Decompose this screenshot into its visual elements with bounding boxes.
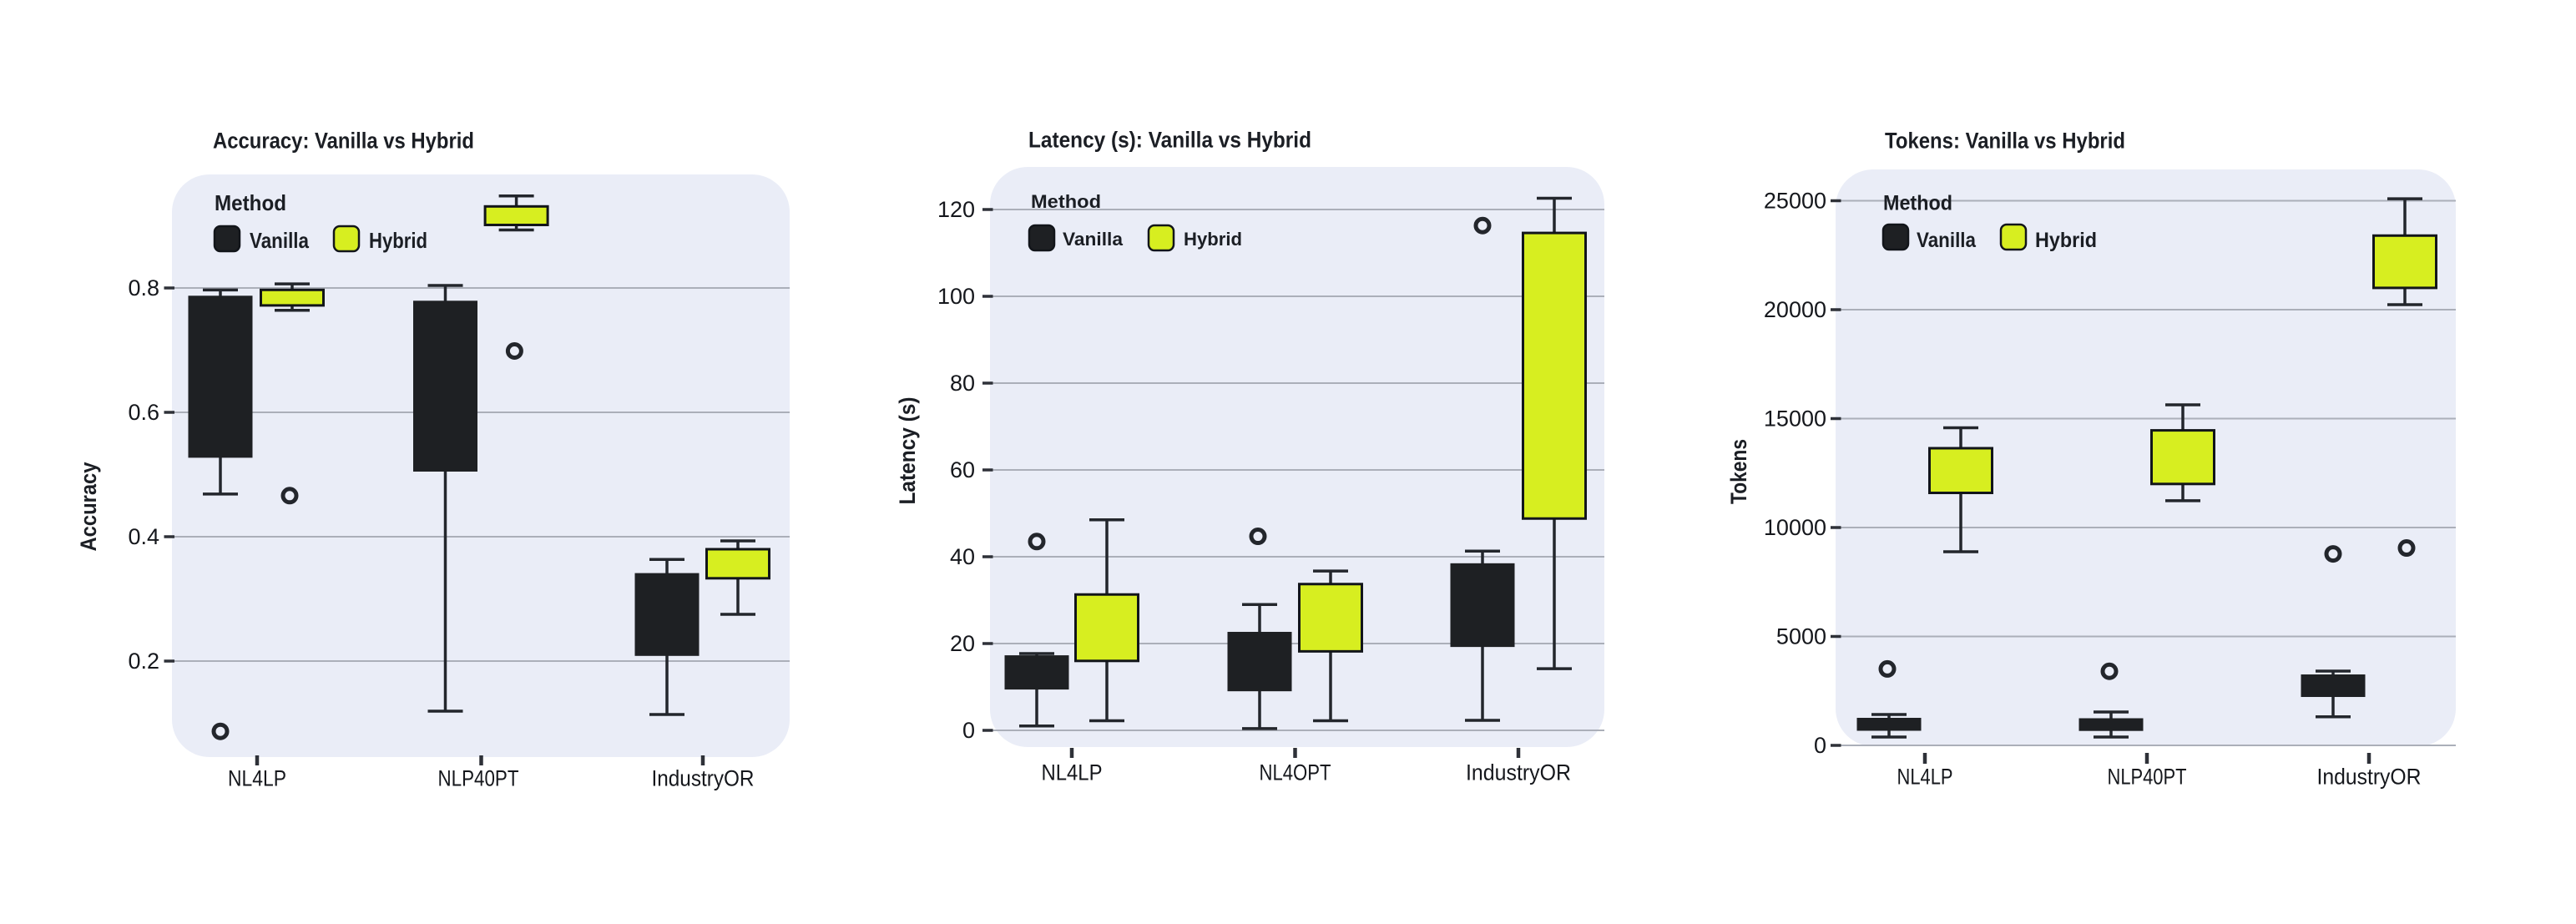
svg-text:Tokens: Tokens	[1726, 439, 1751, 504]
svg-text:Hybrid: Hybrid	[1184, 229, 1242, 250]
svg-text:Vanilla: Vanilla	[1917, 229, 1977, 252]
svg-text:Vanilla: Vanilla	[1063, 229, 1124, 250]
svg-text:0.8: 0.8	[128, 275, 159, 300]
svg-text:NLP40PT: NLP40PT	[2108, 765, 2187, 790]
svg-text:IndustryOR: IndustryOR	[652, 766, 755, 791]
svg-text:IndustryOR: IndustryOR	[1466, 760, 1571, 785]
svg-text:Accuracy: Accuracy	[76, 462, 101, 552]
svg-text:NL4LP: NL4LP	[1897, 765, 1953, 790]
svg-text:Tokens: Vanilla vs Hybrid: Tokens: Vanilla vs Hybrid	[1885, 129, 2125, 154]
svg-text:Hybrid: Hybrid	[369, 228, 427, 253]
svg-text:Method: Method	[1883, 192, 1952, 215]
svg-text:10000: 10000	[1764, 515, 1826, 540]
svg-text:80: 80	[950, 371, 975, 396]
svg-text:100: 100	[937, 284, 975, 309]
svg-text:0: 0	[962, 718, 975, 743]
svg-text:40: 40	[950, 544, 975, 569]
svg-text:NLP40PT: NLP40PT	[438, 766, 519, 791]
svg-text:120: 120	[937, 197, 975, 222]
svg-text:0.4: 0.4	[128, 524, 159, 549]
svg-text:0: 0	[1814, 733, 1826, 758]
svg-text:15000: 15000	[1764, 406, 1826, 432]
svg-text:NL4LP: NL4LP	[1042, 760, 1103, 785]
svg-text:Vanilla: Vanilla	[250, 228, 309, 253]
svg-text:Method: Method	[1031, 191, 1101, 212]
svg-text:0.2: 0.2	[128, 649, 159, 674]
svg-text:NL4LP: NL4LP	[228, 766, 286, 791]
svg-text:20000: 20000	[1764, 297, 1826, 322]
svg-text:Hybrid: Hybrid	[2035, 229, 2097, 252]
svg-text:Latency (s): Vanilla vs Hybrid: Latency (s): Vanilla vs Hybrid	[1028, 128, 1311, 153]
svg-text:Method: Method	[215, 190, 286, 215]
svg-text:60: 60	[950, 457, 975, 482]
svg-text:NL4OPT: NL4OPT	[1260, 760, 1331, 785]
svg-text:0.6: 0.6	[128, 400, 159, 425]
svg-text:Latency (s): Latency (s)	[895, 397, 920, 505]
svg-text:20: 20	[950, 631, 975, 656]
svg-text:IndustryOR: IndustryOR	[2317, 765, 2422, 790]
svg-text:5000: 5000	[1776, 624, 1826, 649]
svg-text:25000: 25000	[1764, 189, 1826, 214]
svg-text:Accuracy: Vanilla vs Hybrid: Accuracy: Vanilla vs Hybrid	[213, 129, 474, 154]
